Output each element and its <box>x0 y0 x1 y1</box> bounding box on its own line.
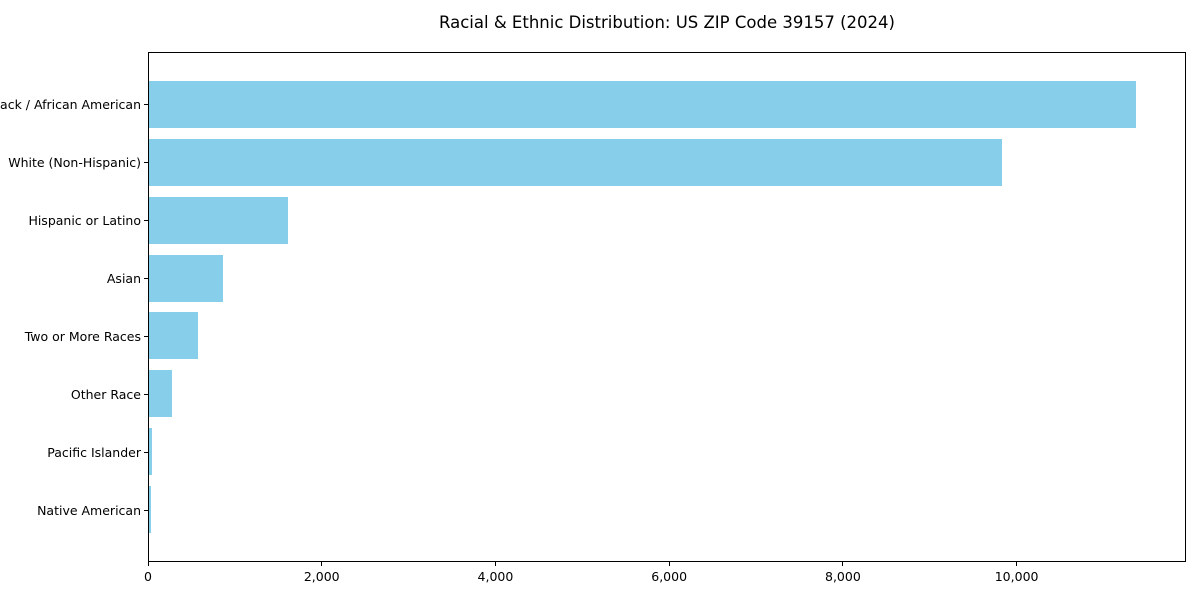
bar-row-pacific-islander <box>149 423 1185 481</box>
y-tick-label-two-or-more-races: Two or More Races <box>24 328 141 344</box>
x-tick-label-6-000: 6,000 <box>651 569 688 584</box>
bar-other-race <box>149 370 172 418</box>
y-tick-mark <box>144 161 148 163</box>
y-tick-label-asian: Asian <box>106 270 141 286</box>
bar-native-american <box>149 485 152 533</box>
bar-white-non-hispanic <box>149 139 1003 187</box>
y-tick-label-native-american: Native American <box>37 502 141 518</box>
x-tick-mark <box>147 562 149 566</box>
x-tick-mark <box>321 562 323 566</box>
bars-container <box>149 53 1185 561</box>
y-tick-mark <box>144 509 148 511</box>
y-label-row-other-race: Other Race <box>0 365 148 423</box>
y-tick-mark <box>144 277 148 279</box>
y-tick-label-other-race: Other Race <box>70 386 141 402</box>
bar-two-or-more-races <box>149 312 198 360</box>
bar-asian <box>149 254 224 302</box>
x-tick-mark <box>668 562 670 566</box>
y-tick-mark <box>144 219 148 221</box>
y-tick-label-white-non-hispanic: White (Non-Hispanic) <box>8 154 141 170</box>
chart-title: Racial & Ethnic Distribution: US ZIP Cod… <box>439 13 895 32</box>
y-label-row-native-american: Native American <box>0 481 148 539</box>
bar-row-asian <box>149 249 1185 307</box>
y-tick-mark <box>144 103 148 105</box>
bar-row-hispanic-or-latino <box>149 192 1185 250</box>
y-axis-labels: Black / African American White (Non-Hispa… <box>0 52 148 562</box>
y-label-row-pacific-islander: Pacific Islander <box>0 423 148 481</box>
y-label-row-black-african-american: Black / African American <box>0 75 148 133</box>
y-tick-label-black-african-american: Black / African American <box>0 96 141 112</box>
bar-row-two-or-more-races <box>149 307 1185 365</box>
bar-row-black-african-american <box>149 76 1185 134</box>
y-tick-label-pacific-islander: Pacific Islander <box>47 444 141 460</box>
y-tick-label-hispanic-or-latino: Hispanic or Latino <box>28 212 141 228</box>
x-tick-label-8-000: 8,000 <box>824 569 861 584</box>
y-tick-mark <box>144 451 148 453</box>
y-label-row-two-or-more-races: Two or More Races <box>0 307 148 365</box>
x-tick-label-4-000: 4,000 <box>477 569 514 584</box>
x-tick-label-10-000: 10,000 <box>994 569 1039 584</box>
y-tick-mark <box>144 393 148 395</box>
y-label-row-white-non-hispanic: White (Non-Hispanic) <box>0 133 148 191</box>
x-tick-mark <box>842 562 844 566</box>
x-tick-mark <box>494 562 496 566</box>
x-tick-label-0: 0 <box>144 569 152 584</box>
y-label-row-hispanic-or-latino: Hispanic or Latino <box>0 191 148 249</box>
bar-pacific-islander <box>149 427 152 475</box>
bar-black-african-american <box>149 81 1136 129</box>
bar-row-other-race <box>149 365 1185 423</box>
x-tick-label-2-000: 2,000 <box>303 569 340 584</box>
bar-row-native-american <box>149 480 1185 538</box>
y-label-row-asian: Asian <box>0 249 148 307</box>
bar-hispanic-or-latino <box>149 196 288 244</box>
x-axis: 0 2,000 4,000 6,000 8,000 10,000 <box>144 562 1186 596</box>
plot-area <box>148 52 1186 562</box>
x-tick-mark <box>1016 562 1018 566</box>
y-tick-mark <box>144 335 148 337</box>
bar-row-white-non-hispanic <box>149 134 1185 192</box>
